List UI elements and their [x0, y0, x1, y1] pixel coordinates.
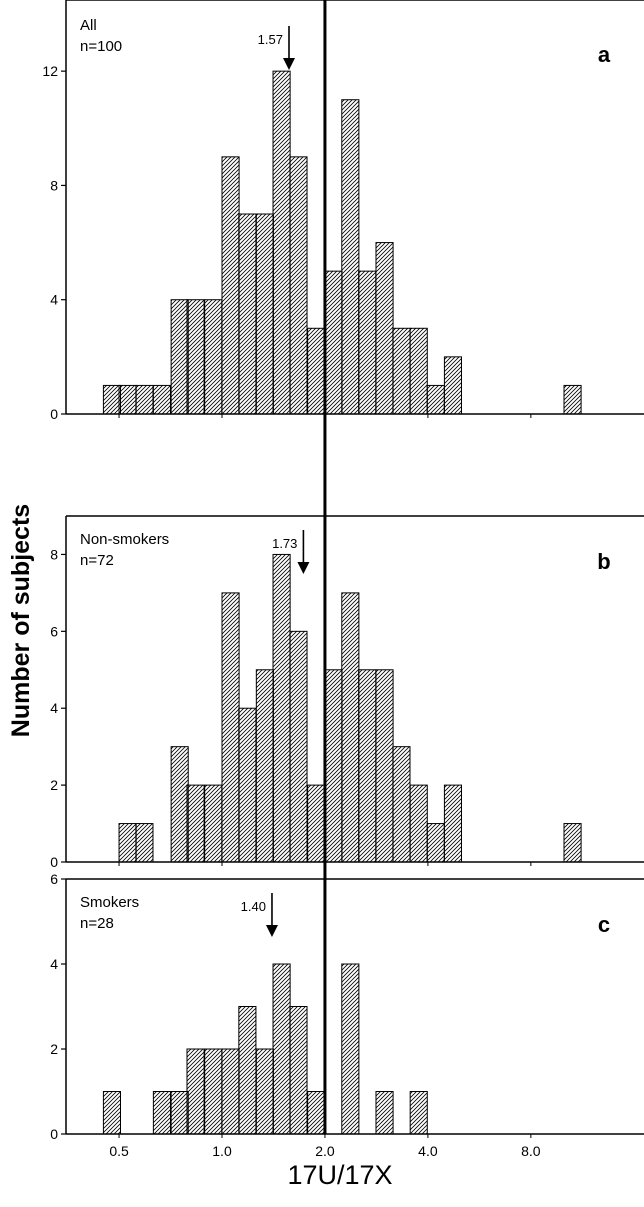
histogram-bar: [409, 1091, 428, 1135]
panel-legend-line: Non-smokers: [80, 531, 169, 548]
y-axis-title: Number of subjects: [2, 420, 42, 820]
histogram-bar: [307, 327, 326, 415]
y-tick-label: 0: [50, 406, 58, 422]
histogram-bar: [375, 1091, 394, 1135]
median-arrow-head: [282, 58, 295, 70]
histogram-bar: [409, 327, 428, 415]
y-tick-label: 2: [50, 1041, 58, 1057]
histogram-bar: [324, 669, 343, 863]
histogram-bar: [272, 553, 291, 863]
histogram-bar: [563, 823, 582, 863]
histogram-bar: [186, 1048, 205, 1135]
histogram-bar: [118, 823, 137, 863]
panels-layer: 0 4 8 12 All n=100 a 1.57 0 2 4 6 8 Non-smokers n=72 b 1…: [42, 0, 644, 1159]
x-tick-label: 2.0: [315, 1143, 335, 1159]
y-axis-title-text: Number of subjects: [7, 503, 36, 737]
histogram-bar: [255, 213, 274, 415]
histogram-bar: [204, 299, 223, 415]
histogram-bar: [358, 669, 377, 863]
histogram-bar: [272, 70, 291, 415]
histogram-bar: [238, 213, 257, 415]
histogram-bar: [135, 384, 154, 415]
panel-b: 0 2 4 6 8 Non-smokers n=72 b 1.73: [50, 515, 644, 870]
median-arrow-head: [297, 562, 310, 574]
panel-c: 0 2 4 6 Smokers n=28 c 1.40: [50, 871, 644, 1142]
panel-legend-line: n=28: [80, 915, 114, 932]
histogram-bar: [118, 384, 137, 415]
histogram-bar: [170, 746, 189, 863]
histogram-bar: [307, 784, 326, 863]
panel-letter: b: [597, 549, 610, 574]
panel-legend-line: Smokers: [80, 894, 139, 911]
histogram-bar: [238, 1006, 257, 1135]
histogram-bar: [204, 1048, 223, 1135]
histogram-bar: [255, 1048, 274, 1135]
median-arrow-label: 1.73: [272, 536, 297, 551]
y-tick-label: 4: [50, 956, 58, 972]
histogram-bar: [186, 784, 205, 863]
histogram-bar: [358, 270, 377, 415]
median-arrow-label: 1.57: [258, 32, 283, 47]
histogram-bar: [341, 963, 360, 1135]
histogram-bar: [255, 669, 274, 863]
x-tick-label: 1.0: [212, 1143, 232, 1159]
y-tick-label: 8: [50, 546, 58, 562]
histogram-bar: [289, 630, 308, 863]
y-tick-label: 2: [50, 777, 58, 793]
panel-letter: c: [598, 912, 610, 937]
histogram-bar: [426, 384, 445, 415]
histogram-bar: [324, 270, 343, 415]
histogram-bar: [152, 384, 171, 415]
histogram-bar: [443, 784, 463, 863]
histogram-bar: [341, 99, 360, 415]
histogram-bar: [341, 592, 360, 863]
y-tick-label: 4: [50, 700, 58, 716]
y-tick-label: 4: [50, 292, 58, 308]
histogram-bar: [102, 384, 121, 415]
x-tick-label: 4.0: [418, 1143, 438, 1159]
histogram-bar: [307, 1091, 326, 1135]
histogram-bar: [135, 823, 154, 863]
histogram-bar: [152, 1091, 171, 1135]
y-tick-label: 6: [50, 623, 58, 639]
histogram-bar: [170, 1091, 189, 1135]
panel-a: 0 4 8 12 All n=100 a 1.57: [42, 0, 644, 422]
panel-legend-line: All: [80, 17, 97, 34]
median-arrow-head: [265, 925, 278, 937]
x-axis-title: 17U/17X: [287, 1160, 393, 1190]
histogram-bar: [204, 784, 223, 863]
histogram-bar: [409, 784, 428, 863]
histogram-bar: [221, 156, 240, 415]
histogram-bar: [289, 1006, 308, 1135]
histogram-bar: [289, 156, 308, 415]
y-tick-label: 0: [50, 854, 58, 870]
histogram-bar: [563, 384, 582, 415]
y-tick-label: 6: [50, 871, 58, 887]
histogram-bar: [392, 746, 411, 863]
y-tick-label: 8: [50, 177, 58, 193]
panel-legend-line: n=72: [80, 552, 114, 569]
histogram-bar: [426, 823, 445, 863]
y-tick-label: 0: [50, 1126, 58, 1142]
panel-legend-line: n=100: [80, 38, 122, 55]
histogram-bar: [238, 707, 257, 863]
histogram-bar: [102, 1091, 121, 1135]
histogram-bar: [272, 963, 291, 1135]
histogram-bar: [221, 1048, 240, 1135]
histogram-bar: [375, 242, 394, 415]
x-tick-label: 8.0: [521, 1143, 541, 1159]
histogram-bar: [375, 669, 394, 863]
x-tick-label: 0.5: [109, 1143, 129, 1159]
histogram-bar: [392, 327, 411, 415]
histogram-bar: [221, 592, 240, 863]
y-tick-label: 12: [42, 63, 58, 79]
median-arrow-label: 1.40: [241, 899, 266, 914]
histogram-bar: [186, 299, 205, 415]
histogram-bar: [170, 299, 189, 415]
histogram-bar: [443, 356, 463, 415]
panel-letter: a: [598, 42, 611, 67]
